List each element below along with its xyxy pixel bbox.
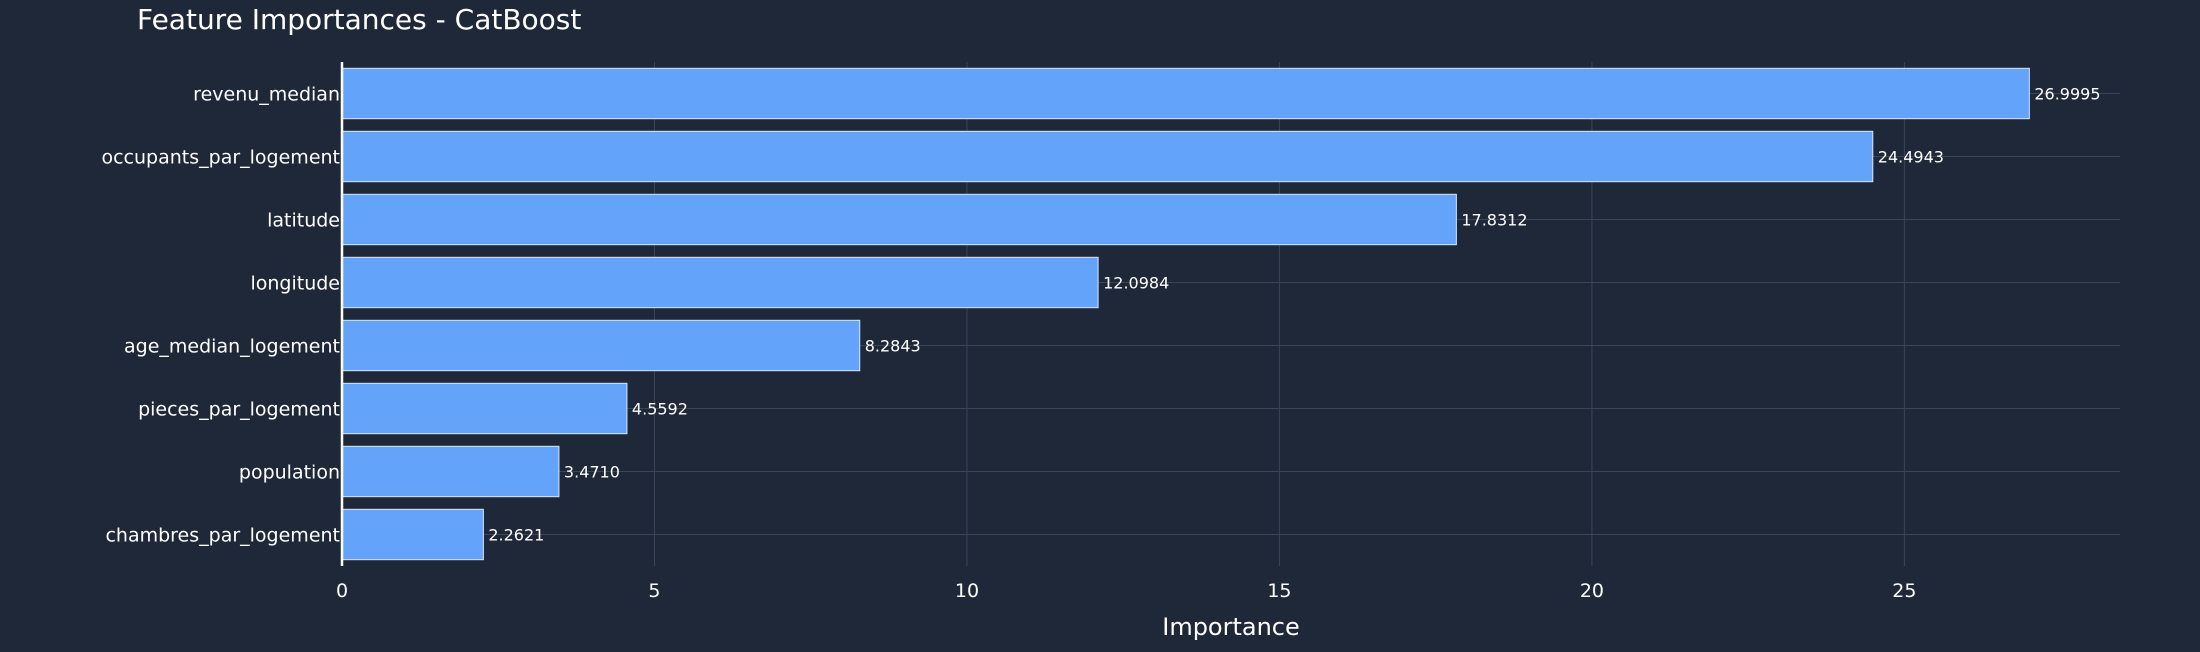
data-label: 26.9995	[2034, 85, 2100, 104]
category-label: age_median_logement	[124, 336, 340, 358]
category-label: latitude	[267, 210, 340, 232]
data-label: 2.2621	[488, 526, 544, 545]
x-tick-label: 0	[336, 580, 348, 602]
bar-chambres_par_logement	[341, 508, 484, 561]
bars	[341, 67, 2030, 561]
x-tick-label: 20	[1580, 580, 1604, 602]
data-label: 24.4943	[1878, 148, 1944, 167]
x-tick-label: 25	[1892, 580, 1916, 602]
category-label: population	[239, 462, 340, 484]
x-axis-title: Importance	[1162, 613, 1300, 641]
data-label: 3.4710	[564, 463, 620, 482]
x-tick-labels: 0 5 10 15 20 25	[336, 580, 1917, 602]
category-label: chambres_par_logement	[105, 525, 340, 547]
category-label: revenu_median	[193, 84, 340, 106]
data-label: 17.8312	[1461, 211, 1527, 230]
category-label: pieces_par_logement	[138, 399, 340, 421]
bar-population	[341, 445, 560, 498]
data-label: 12.0984	[1103, 274, 1169, 293]
data-label: 4.5592	[632, 400, 688, 419]
bar-longitude	[341, 256, 1099, 309]
x-tick-label: 5	[648, 580, 660, 602]
x-tick-label: 10	[955, 580, 979, 602]
bar-revenu_median	[341, 67, 2030, 120]
bar-latitude	[341, 193, 1457, 246]
category-labels: revenu_median occupants_par_logementlatit…	[101, 84, 340, 547]
category-label: longitude	[250, 273, 340, 295]
bar-pieces_par_logement	[341, 382, 628, 435]
data-labels: 26.9995 24.4943 17.8312 12.0984 8.2843 4.5592…	[488, 85, 2100, 545]
chart-title: Feature Importances - CatBoost	[137, 3, 581, 36]
bar-age_median_logement	[341, 319, 861, 372]
bar-occupants_par_logement	[341, 130, 1874, 183]
category-label: occupants_par_logement	[101, 147, 340, 169]
x-tick-label: 15	[1267, 580, 1291, 602]
data-label: 8.2843	[865, 337, 921, 356]
